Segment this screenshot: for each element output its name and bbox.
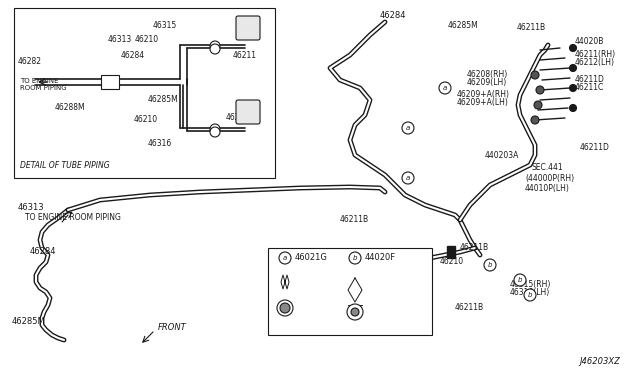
Text: b: b <box>518 277 522 283</box>
Text: 46209(LH): 46209(LH) <box>467 77 508 87</box>
Circle shape <box>514 274 526 286</box>
Text: 46211B: 46211B <box>517 23 546 32</box>
Bar <box>268 248 432 335</box>
Circle shape <box>484 259 496 271</box>
Text: 46315(RH): 46315(RH) <box>510 280 552 289</box>
Text: 46021G: 46021G <box>295 253 328 263</box>
Circle shape <box>347 304 363 320</box>
Text: 46316: 46316 <box>148 138 172 148</box>
Text: 46209+A(LH): 46209+A(LH) <box>457 99 509 108</box>
Text: 46211B: 46211B <box>460 244 489 253</box>
Circle shape <box>210 41 220 51</box>
Text: SEC.441: SEC.441 <box>532 164 564 173</box>
Text: 46212(LH): 46212(LH) <box>575 58 615 67</box>
Text: 46211B: 46211B <box>455 304 484 312</box>
Circle shape <box>277 300 293 316</box>
Text: a: a <box>406 125 410 131</box>
FancyBboxPatch shape <box>236 16 260 40</box>
Text: 46211(RH): 46211(RH) <box>575 49 616 58</box>
Circle shape <box>536 86 544 94</box>
Circle shape <box>534 101 542 109</box>
Text: b: b <box>353 255 357 261</box>
Text: 44020F: 44020F <box>365 253 396 263</box>
Text: 46285M: 46285M <box>12 317 45 327</box>
Text: 44010P(LH): 44010P(LH) <box>525 183 570 192</box>
Circle shape <box>570 45 577 51</box>
Text: 440203A: 440203A <box>485 151 520 160</box>
Circle shape <box>402 172 414 184</box>
Circle shape <box>439 82 451 94</box>
Text: 46316(LH): 46316(LH) <box>510 289 550 298</box>
Text: 46313: 46313 <box>18 203 45 212</box>
Circle shape <box>570 84 577 92</box>
Text: 46208(RH): 46208(RH) <box>467 70 508 78</box>
Bar <box>447 246 455 258</box>
Text: 46210: 46210 <box>134 115 158 125</box>
Circle shape <box>531 71 539 79</box>
Circle shape <box>210 127 220 137</box>
Circle shape <box>280 303 290 313</box>
Text: TO ENGINE
ROOM PIPING: TO ENGINE ROOM PIPING <box>20 78 67 91</box>
Text: 46210: 46210 <box>440 257 464 266</box>
Text: 46211B: 46211B <box>340 215 369 224</box>
Text: 46284: 46284 <box>30 247 56 257</box>
Circle shape <box>402 122 414 134</box>
Text: DETAIL OF TUBE PIPING: DETAIL OF TUBE PIPING <box>20 161 109 170</box>
Text: 46282: 46282 <box>18 58 42 67</box>
Text: a: a <box>406 175 410 181</box>
Circle shape <box>351 308 359 316</box>
Text: b: b <box>528 292 532 298</box>
Circle shape <box>349 252 361 264</box>
Text: 46211C: 46211C <box>575 83 604 93</box>
Text: b: b <box>488 262 492 268</box>
Bar <box>101 75 119 89</box>
Text: 46211D: 46211D <box>575 76 605 84</box>
Circle shape <box>524 289 536 301</box>
Circle shape <box>570 105 577 112</box>
Text: 44020B: 44020B <box>575 38 604 46</box>
Text: 46212: 46212 <box>226 113 250 122</box>
Text: 46211D: 46211D <box>580 144 610 153</box>
Text: FRONT: FRONT <box>158 324 187 333</box>
Text: J46203XZ: J46203XZ <box>579 357 620 366</box>
Text: 46209+A(RH): 46209+A(RH) <box>457 90 510 99</box>
Text: 46284: 46284 <box>121 51 145 60</box>
Circle shape <box>210 44 220 54</box>
Text: 46284: 46284 <box>380 10 406 19</box>
Bar <box>14 8 275 178</box>
Text: a: a <box>283 255 287 261</box>
Text: 46211: 46211 <box>233 51 257 61</box>
Circle shape <box>531 116 539 124</box>
Circle shape <box>570 64 577 71</box>
Text: 46313: 46313 <box>108 35 132 45</box>
Text: TO ENGINE ROOM PIPING: TO ENGINE ROOM PIPING <box>25 214 121 222</box>
Text: 46210: 46210 <box>135 35 159 45</box>
Text: (44000P(RH): (44000P(RH) <box>525 173 574 183</box>
Text: 46288M: 46288M <box>55 103 86 112</box>
Text: 46315: 46315 <box>153 20 177 29</box>
Text: a: a <box>443 85 447 91</box>
Text: 46285M: 46285M <box>148 96 179 105</box>
Circle shape <box>279 252 291 264</box>
Text: 46285M: 46285M <box>448 20 479 29</box>
FancyBboxPatch shape <box>236 100 260 124</box>
Circle shape <box>210 124 220 134</box>
